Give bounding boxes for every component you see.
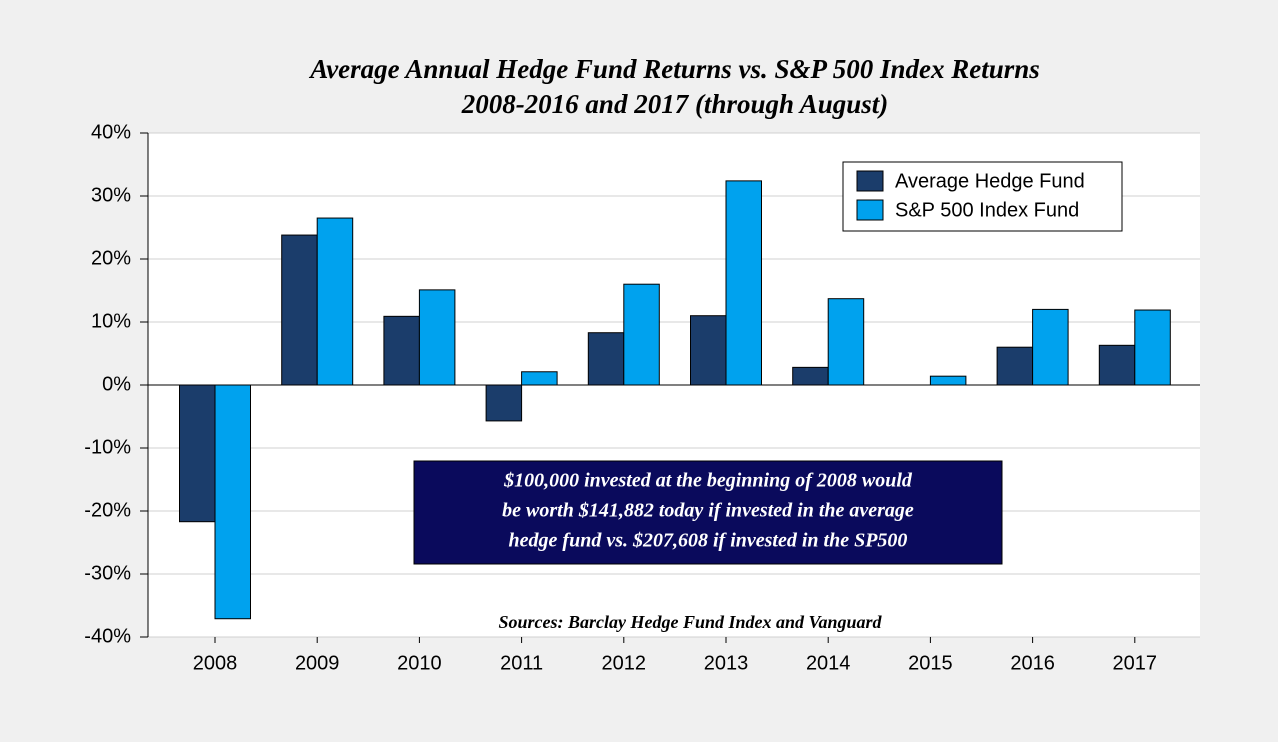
y-tick-label: 20%: [91, 247, 131, 269]
bar: [1098, 344, 1136, 386]
annotation: hedge fund vs. $207,608 if invested in t…: [509, 530, 908, 552]
bar: [418, 289, 456, 386]
bar: [996, 346, 1034, 386]
bar: [485, 384, 523, 422]
x-tick-label: 2011: [500, 652, 543, 674]
bar: [929, 375, 967, 386]
x-tick-label: 2014: [806, 652, 851, 674]
bar: [316, 217, 354, 386]
legend-swatch: [856, 170, 884, 192]
annotation: $100,000 invested at the beginning of 20…: [503, 470, 913, 492]
annotation: be worth $141,882 today if invested in t…: [502, 500, 914, 522]
bar: [521, 371, 558, 386]
bar: [1134, 309, 1171, 386]
bar: [383, 315, 420, 386]
bar: [214, 384, 251, 620]
x-tick-label: 2009: [295, 652, 340, 674]
legend-label: Average Hedge Fund: [895, 170, 1085, 192]
y-tick-label: 0%: [102, 373, 131, 395]
annotation-box: [413, 460, 1003, 565]
x-tick-label: 2013: [704, 652, 749, 674]
bar: [587, 332, 625, 386]
bar: [827, 298, 865, 386]
bar: [725, 180, 762, 386]
x-tick-label: 2016: [1010, 652, 1055, 674]
x-tick-label: 2015: [908, 652, 953, 674]
bar: [690, 315, 727, 386]
y-tick-label: -30%: [84, 562, 131, 584]
x-tick-label: 2012: [602, 652, 647, 674]
x-tick-label: 2017: [1113, 652, 1158, 674]
x-tick-label: 2010: [397, 652, 442, 674]
bar: [179, 384, 216, 523]
chart-title: Average Annual Hedge Fund Returns vs. S&…: [308, 54, 1040, 84]
y-tick-label: -40%: [84, 625, 131, 647]
bar: [1032, 308, 1069, 386]
bar: [792, 366, 829, 386]
bar: [623, 283, 660, 386]
y-tick-label: 10%: [91, 310, 131, 332]
legend-swatch: [856, 199, 884, 221]
bar: [281, 234, 318, 386]
y-tick-label: -10%: [84, 436, 131, 458]
legend-label: S&P 500 Index Fund: [895, 199, 1079, 221]
y-tick-label: 40%: [91, 121, 131, 143]
y-tick-label: -20%: [84, 499, 131, 521]
y-tick-label: 30%: [91, 184, 131, 206]
legend-box: [842, 161, 1123, 232]
chart-title: 2008-2016 and 2017 (through August): [461, 89, 889, 119]
x-tick-label: 2008: [193, 652, 238, 674]
source-note: Sources: Barclay Hedge Fund Index and Va…: [498, 612, 882, 632]
